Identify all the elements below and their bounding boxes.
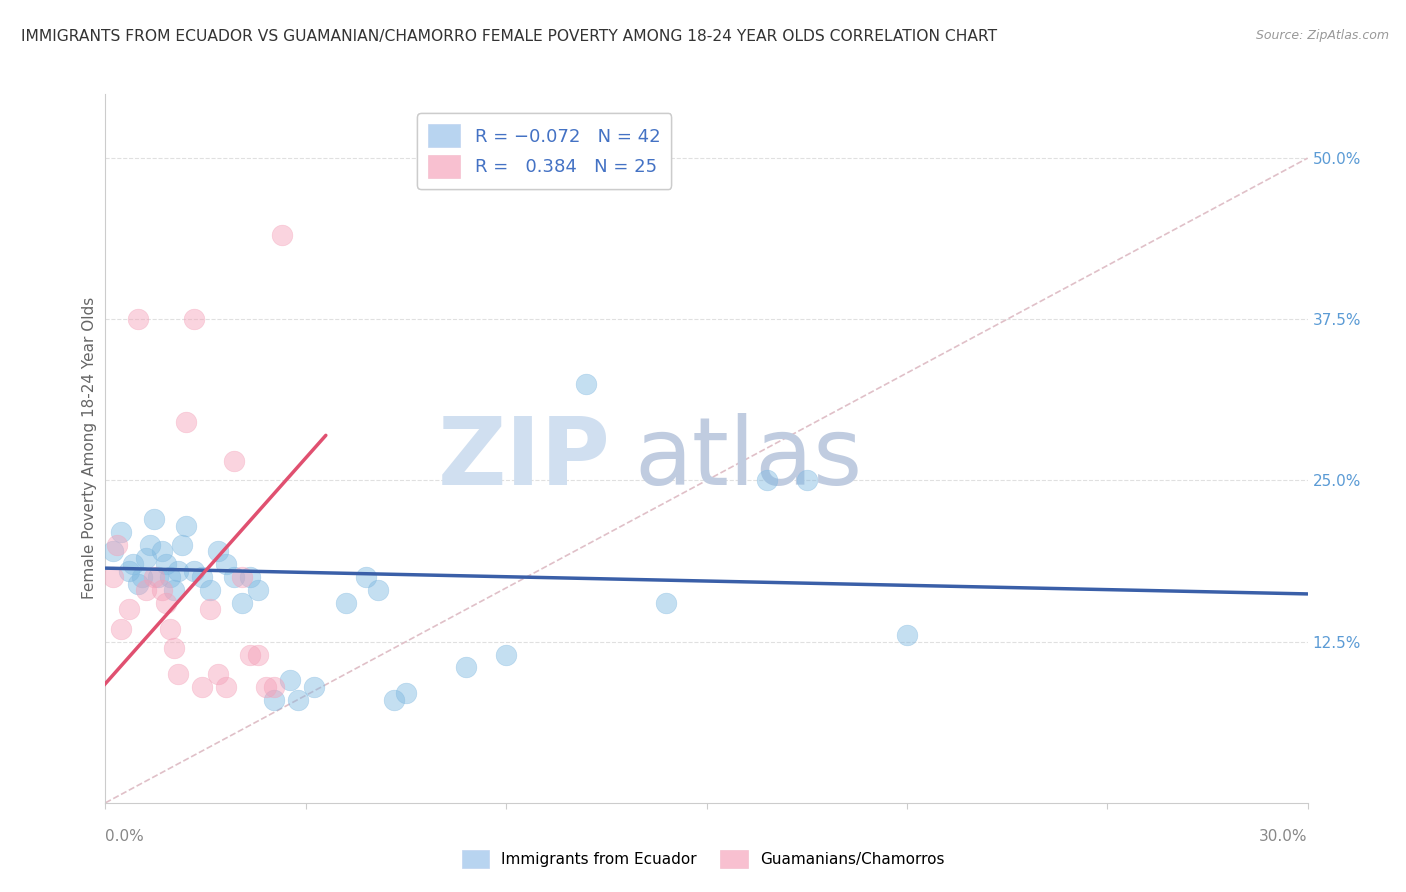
Text: IMMIGRANTS FROM ECUADOR VS GUAMANIAN/CHAMORRO FEMALE POVERTY AMONG 18-24 YEAR OL: IMMIGRANTS FROM ECUADOR VS GUAMANIAN/CHA… (21, 29, 997, 44)
Point (142, 512, 165, 526)
Point (159, 570, 181, 584)
Point (254, 680, 277, 694)
Point (103, 570, 125, 584)
Point (162, 641, 184, 656)
Point (495, 648, 517, 662)
Point (107, 538, 129, 552)
Point (198, 602, 221, 616)
Point (287, 692, 309, 706)
Point (103, 544, 125, 558)
Point (183, 312, 205, 326)
Point (198, 583, 221, 598)
Point (150, 583, 173, 598)
Point (755, 474, 778, 488)
Point (166, 564, 188, 578)
Point (655, 596, 678, 610)
Point (183, 564, 205, 578)
Point (278, 673, 301, 688)
Point (207, 544, 229, 558)
Point (302, 680, 325, 694)
Point (118, 602, 141, 616)
Legend: R = −0.072   N = 42, R =   0.384   N = 25: R = −0.072 N = 42, R = 0.384 N = 25 (418, 113, 671, 188)
Point (190, 570, 212, 584)
Point (162, 583, 184, 598)
Point (395, 686, 418, 700)
Text: 30.0%: 30.0% (1260, 830, 1308, 844)
Point (239, 570, 262, 584)
Legend: Immigrants from Ecuador, Guamanians/Chamorros: Immigrants from Ecuador, Guamanians/Cham… (456, 844, 950, 873)
Point (239, 648, 262, 662)
Point (138, 538, 160, 552)
Point (575, 376, 598, 391)
Point (174, 416, 197, 430)
Point (150, 544, 173, 558)
Point (270, 228, 292, 243)
Point (207, 666, 229, 681)
Text: 0.0%: 0.0% (105, 830, 145, 844)
Point (896, 628, 918, 642)
Point (231, 596, 253, 610)
Point (246, 583, 269, 598)
Point (231, 570, 253, 584)
Point (146, 570, 169, 584)
Point (367, 583, 389, 598)
Text: atlas: atlas (634, 413, 863, 505)
Y-axis label: Female Poverty Among 18-24 Year Olds: Female Poverty Among 18-24 Year Olds (82, 297, 97, 599)
Point (335, 596, 357, 610)
Point (796, 474, 818, 488)
Point (263, 692, 285, 706)
Point (214, 558, 236, 572)
Point (170, 538, 193, 552)
Point (354, 570, 377, 584)
Point (454, 660, 477, 674)
Point (166, 666, 188, 681)
Point (382, 692, 405, 706)
Point (127, 312, 149, 326)
Point (110, 622, 132, 636)
Point (110, 524, 132, 539)
Point (159, 622, 181, 636)
Text: Source: ZipAtlas.com: Source: ZipAtlas.com (1256, 29, 1389, 42)
Point (190, 680, 212, 694)
Point (142, 570, 165, 584)
Text: ZIP: ZIP (437, 413, 610, 505)
Point (122, 558, 145, 572)
Point (174, 518, 197, 533)
Point (155, 596, 177, 610)
Point (155, 558, 177, 572)
Point (214, 680, 236, 694)
Point (135, 550, 157, 565)
Point (222, 570, 245, 584)
Point (222, 454, 245, 468)
Point (118, 564, 141, 578)
Point (135, 583, 157, 598)
Point (263, 680, 285, 694)
Point (246, 648, 269, 662)
Point (131, 570, 153, 584)
Point (127, 576, 149, 591)
